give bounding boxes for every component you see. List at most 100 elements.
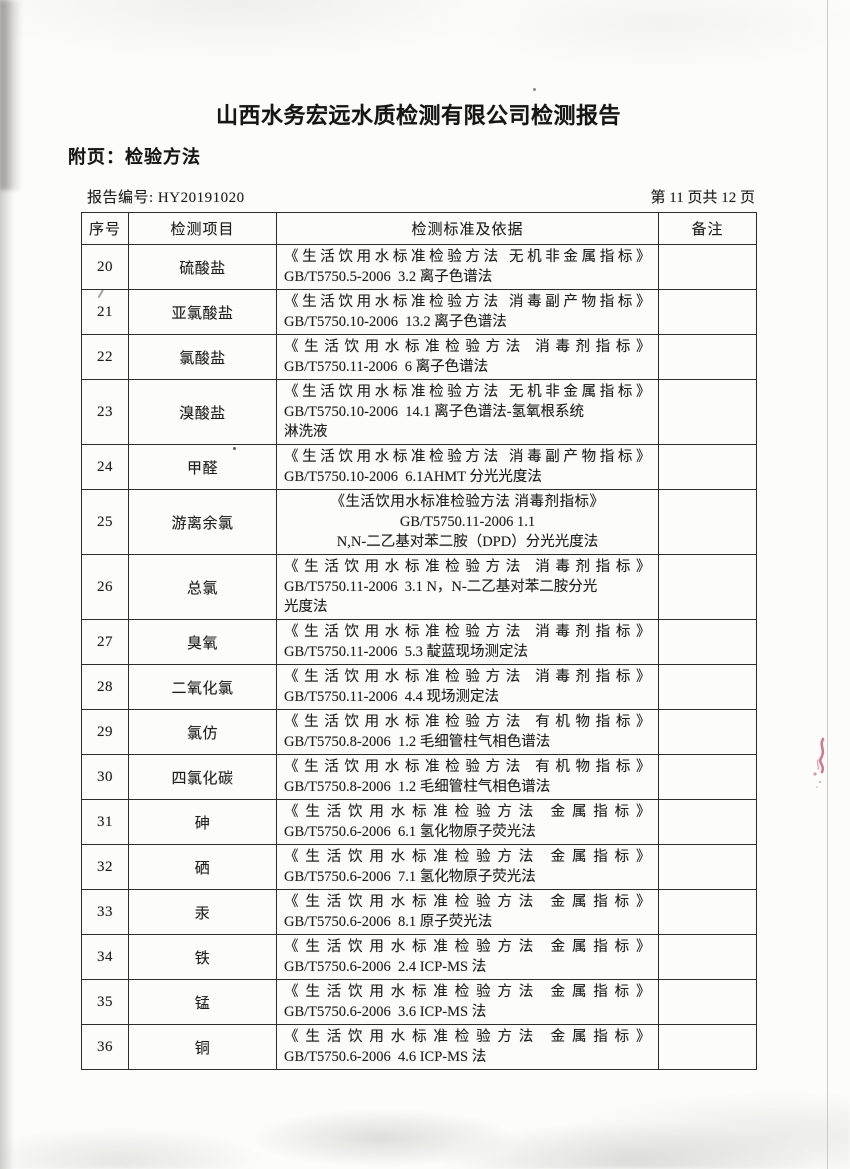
cell-item: 氯酸盐 bbox=[128, 334, 277, 380]
cell-note bbox=[658, 979, 757, 1025]
table-row: 33 汞 《生活饮用水标准检验方法 金属指标》 GB/T5750.6-2006 8… bbox=[81, 889, 757, 935]
method-detail-line: 淋洗液 bbox=[284, 424, 328, 440]
page-indicator: 第 11 页共 12 页 bbox=[650, 190, 755, 206]
cell-index: 24 bbox=[81, 444, 129, 490]
cell-note bbox=[658, 664, 757, 710]
table-row: 21 亚氯酸盐 《生活饮用水标准检验方法 消毒副产物指标》 GB/T5750.10… bbox=[81, 289, 757, 335]
table-body: 20 硫酸盐 《生活饮用水标准检验方法 无机非金属指标》 GB/T5750.5-2… bbox=[81, 244, 757, 1070]
standard-name-line: 《生活饮用水标准检验方法 金属指标》 bbox=[284, 894, 651, 910]
cell-index: 23 bbox=[81, 379, 129, 445]
method-detail-line: GB/T5750.6-2006 6.1 氢化物原子荧光法 bbox=[284, 824, 536, 840]
cell-note bbox=[658, 379, 757, 445]
method-detail-line: GB/T5750.11-2006 1.1 bbox=[399, 514, 536, 530]
standard-name-line: 《生活饮用水标准检验方法 无机非金属指标》 bbox=[284, 249, 651, 265]
header-note: 备注 bbox=[658, 212, 757, 245]
cell-item: 铜 bbox=[128, 1024, 277, 1070]
cell-item: 游离余氯 bbox=[128, 489, 277, 555]
cell-item: 亚氯酸盐 bbox=[128, 289, 277, 335]
method-detail-line: GB/T5750.6-2006 2.4 ICP-MS 法 bbox=[284, 959, 487, 975]
method-detail-line: GB/T5750.6-2006 8.1 原子荧光法 bbox=[284, 914, 493, 930]
cell-note bbox=[658, 489, 757, 555]
method-detail-line: GB/T5750.11-2006 3.1 N，N-二乙基对苯二胺分光 bbox=[284, 579, 598, 595]
cell-index: 26 bbox=[81, 554, 129, 620]
table-row: 24 甲醛 《生活饮用水标准检验方法 消毒副产物指标》 GB/T5750.10-2… bbox=[81, 444, 757, 490]
table-row: 29 氯仿 《生活饮用水标准检验方法 有机物指标》 GB/T5750.8-2006… bbox=[81, 709, 757, 755]
method-detail-line: GB/T5750.11-2006 5.3 靛蓝现场测定法 bbox=[284, 644, 528, 660]
report-number: 报告编号: HY20191020 bbox=[82, 186, 245, 207]
scan-ink-dot bbox=[233, 447, 236, 450]
method-detail-line: GB/T5750.10-2006 6.1AHMT 分光光度法 bbox=[284, 469, 542, 485]
report-number-label: 报告编号: bbox=[87, 190, 154, 206]
cell-standard: 《生活饮用水标准检验方法 消毒剂指标》 GB/T5750.11-2006 5.3 … bbox=[276, 619, 659, 665]
cell-standard: 《生活饮用水标准检验方法 消毒副产物指标》 GB/T5750.10-2006 13… bbox=[276, 289, 659, 335]
standard-name-line: 《生活饮用水标准检验方法 金属指标》 bbox=[284, 1029, 651, 1045]
cell-standard: 《生活饮用水标准检验方法 金属指标》 GB/T5750.6-2006 2.4 IC… bbox=[276, 934, 659, 980]
cell-item: 溴酸盐 bbox=[128, 379, 277, 445]
cell-index: 20 bbox=[81, 244, 129, 290]
standard-name-line: 《生活饮用水标准检验方法 无机非金属指标》 bbox=[284, 384, 651, 400]
cell-standard: 《生活饮用水标准检验方法 有机物指标》 GB/T5750.8-2006 1.2 毛… bbox=[276, 754, 659, 800]
scan-corner-shadow bbox=[0, 0, 22, 190]
page-title: 山西水务宏远水质检测有限公司检测报告 bbox=[215, 103, 621, 128]
cell-standard: 《生活饮用水标准检验方法 金属指标》 GB/T5750.6-2006 7.1 氢化… bbox=[276, 844, 659, 890]
cell-item: 汞 bbox=[128, 889, 277, 935]
method-detail-line: 光度法 bbox=[284, 599, 328, 615]
table-row: 35 锰 《生活饮用水标准检验方法 金属指标》 GB/T5750.6-2006 3… bbox=[81, 979, 757, 1025]
cell-item: 四氯化碳 bbox=[128, 754, 277, 800]
cell-item: 锰 bbox=[128, 979, 277, 1025]
cell-index: 21 bbox=[81, 289, 129, 335]
scan-speck-dot bbox=[533, 88, 536, 91]
cell-item: 臭氧 bbox=[128, 619, 277, 665]
table-row: 25 游离余氯 《生活饮用水标准检验方法 消毒剂指标》 GB/T5750.11-2… bbox=[81, 489, 757, 555]
cell-standard: 《生活饮用水标准检验方法 金属指标》 GB/T5750.6-2006 3.6 IC… bbox=[276, 979, 659, 1025]
table-row: 31 砷 《生活饮用水标准检验方法 金属指标》 GB/T5750.6-2006 6… bbox=[81, 799, 757, 845]
cell-standard: 《生活饮用水标准检验方法 消毒剂指标》 GB/T5750.11-2006 1.1 N… bbox=[276, 489, 659, 555]
method-detail-line: GB/T5750.11-2006 4.4 现场测定法 bbox=[284, 689, 499, 705]
cell-index: 22 bbox=[81, 334, 129, 380]
cell-index: 35 bbox=[81, 979, 129, 1025]
appendix-heading: 附页：检验方法 bbox=[68, 147, 201, 167]
method-detail-line: GB/T5750.6-2006 7.1 氢化物原子荧光法 bbox=[284, 869, 536, 885]
cell-index: 30 bbox=[81, 754, 129, 800]
scan-left-shadow bbox=[0, 0, 14, 1169]
cell-note bbox=[658, 799, 757, 845]
table-row: 20 硫酸盐 《生活饮用水标准检验方法 无机非金属指标》 GB/T5750.5-2… bbox=[81, 244, 757, 290]
method-detail-line: GB/T5750.6-2006 4.6 ICP-MS 法 bbox=[284, 1049, 487, 1065]
table-row: 36 铜 《生活饮用水标准检验方法 金属指标》 GB/T5750.6-2006 4… bbox=[81, 1024, 757, 1070]
cell-item: 二氧化氯 bbox=[128, 664, 277, 710]
cell-item: 硫酸盐 bbox=[128, 244, 277, 290]
method-detail-line: GB/T5750.11-2006 6 离子色谱法 bbox=[284, 359, 489, 375]
standard-name-line: 《生活饮用水标准检验方法 金属指标》 bbox=[284, 804, 651, 820]
method-detail-line: N,N-二乙基对苯二胺（DPD）分光光度法 bbox=[336, 534, 599, 550]
methods-table: 序号 检测项目 检测标准及依据 备注 20 硫酸盐 《生活饮用水标准检验方法 无… bbox=[81, 212, 757, 1070]
table-row: 26 总氯 《生活饮用水标准检验方法 消毒剂指标》 GB/T5750.11-200… bbox=[81, 554, 757, 620]
table-row: 28 二氧化氯 《生活饮用水标准检验方法 消毒剂指标》 GB/T5750.11-2… bbox=[81, 664, 757, 710]
cell-note bbox=[658, 754, 757, 800]
cell-standard: 《生活饮用水标准检验方法 消毒副产物指标》 GB/T5750.10-2006 6.… bbox=[276, 444, 659, 490]
paper-edge-line bbox=[827, 0, 828, 1169]
cell-item: 甲醛 bbox=[128, 444, 277, 490]
cell-index: 31 bbox=[81, 799, 129, 845]
cell-note bbox=[658, 244, 757, 290]
standard-name-line: 《生活饮用水标准检验方法 消毒剂指标》 bbox=[284, 339, 651, 355]
report-meta-row: 报告编号: HY20191020 第 11 页共 12 页 bbox=[82, 186, 755, 207]
cell-index: 32 bbox=[81, 844, 129, 890]
cell-note bbox=[658, 709, 757, 755]
standard-name-line: 《生活饮用水标准检验方法 金属指标》 bbox=[284, 939, 651, 955]
cell-index: 25 bbox=[81, 489, 129, 555]
table-row: 34 铁 《生活饮用水标准检验方法 金属指标》 GB/T5750.6-2006 2… bbox=[81, 934, 757, 980]
cell-standard: 《生活饮用水标准检验方法 金属指标》 GB/T5750.6-2006 6.1 氢化… bbox=[276, 799, 659, 845]
cell-standard: 《生活饮用水标准检验方法 无机非金属指标》 GB/T5750.5-2006 3.2… bbox=[276, 244, 659, 290]
table-row: 23 溴酸盐 《生活饮用水标准检验方法 无机非金属指标》 GB/T5750.10-… bbox=[81, 379, 757, 445]
cell-index: 28 bbox=[81, 664, 129, 710]
cell-index: 29 bbox=[81, 709, 129, 755]
header-index: 序号 bbox=[81, 212, 129, 245]
cell-note bbox=[658, 334, 757, 380]
cell-item: 氯仿 bbox=[128, 709, 277, 755]
cell-note bbox=[658, 554, 757, 620]
cell-note bbox=[658, 1024, 757, 1070]
method-detail-line: GB/T5750.10-2006 13.2 离子色谱法 bbox=[284, 314, 507, 330]
cell-index: 33 bbox=[81, 889, 129, 935]
method-detail-line: GB/T5750.8-2006 1.2 毛细管柱气相色谱法 bbox=[284, 779, 551, 795]
